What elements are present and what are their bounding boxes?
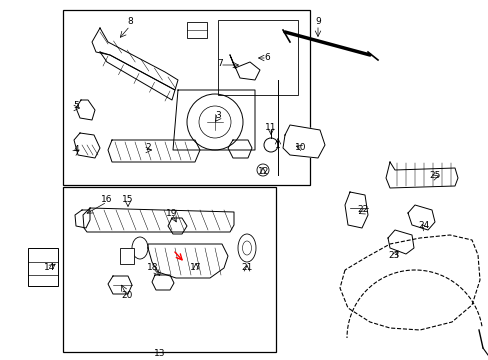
Polygon shape (76, 100, 95, 120)
Text: 23: 23 (387, 251, 399, 260)
Text: 8: 8 (127, 18, 133, 27)
Polygon shape (152, 275, 174, 290)
Polygon shape (92, 28, 178, 90)
Polygon shape (74, 133, 100, 158)
Ellipse shape (242, 241, 251, 255)
Text: 11: 11 (264, 123, 276, 132)
Text: 6: 6 (264, 54, 269, 63)
Polygon shape (83, 208, 234, 232)
Text: 10: 10 (295, 144, 306, 153)
Text: 7: 7 (217, 58, 223, 68)
Text: 12: 12 (258, 167, 269, 176)
Text: 1: 1 (275, 140, 280, 149)
Polygon shape (385, 162, 457, 188)
Polygon shape (227, 140, 251, 158)
Polygon shape (168, 218, 186, 234)
Text: 2: 2 (145, 144, 150, 153)
Polygon shape (148, 244, 227, 278)
Text: 21: 21 (241, 264, 252, 273)
Polygon shape (108, 140, 200, 162)
Text: 17: 17 (190, 262, 202, 271)
Text: 18: 18 (147, 262, 159, 271)
Text: 3: 3 (215, 111, 221, 120)
Polygon shape (100, 52, 175, 100)
Polygon shape (108, 276, 132, 294)
Polygon shape (75, 210, 90, 228)
Text: 15: 15 (122, 195, 134, 204)
Text: 4: 4 (73, 145, 79, 154)
Bar (63, 187, 275, 352)
Ellipse shape (238, 234, 256, 262)
Text: 20: 20 (121, 291, 132, 300)
Text: 16: 16 (101, 195, 113, 204)
Polygon shape (407, 205, 434, 230)
Text: 5: 5 (73, 100, 79, 109)
Bar (63, 10, 309, 185)
Text: 14: 14 (44, 262, 56, 271)
Text: 24: 24 (418, 220, 429, 230)
Text: 25: 25 (428, 171, 440, 180)
Text: 19: 19 (166, 208, 177, 217)
Text: 13: 13 (154, 348, 165, 357)
Polygon shape (283, 125, 325, 158)
Polygon shape (345, 192, 367, 228)
Ellipse shape (132, 237, 148, 259)
Text: 9: 9 (314, 18, 320, 27)
Polygon shape (387, 230, 413, 254)
Bar (186, 22, 206, 38)
Bar (218, 20, 297, 95)
Text: 22: 22 (357, 206, 368, 215)
Bar (28, 248, 58, 286)
Bar (120, 248, 134, 264)
